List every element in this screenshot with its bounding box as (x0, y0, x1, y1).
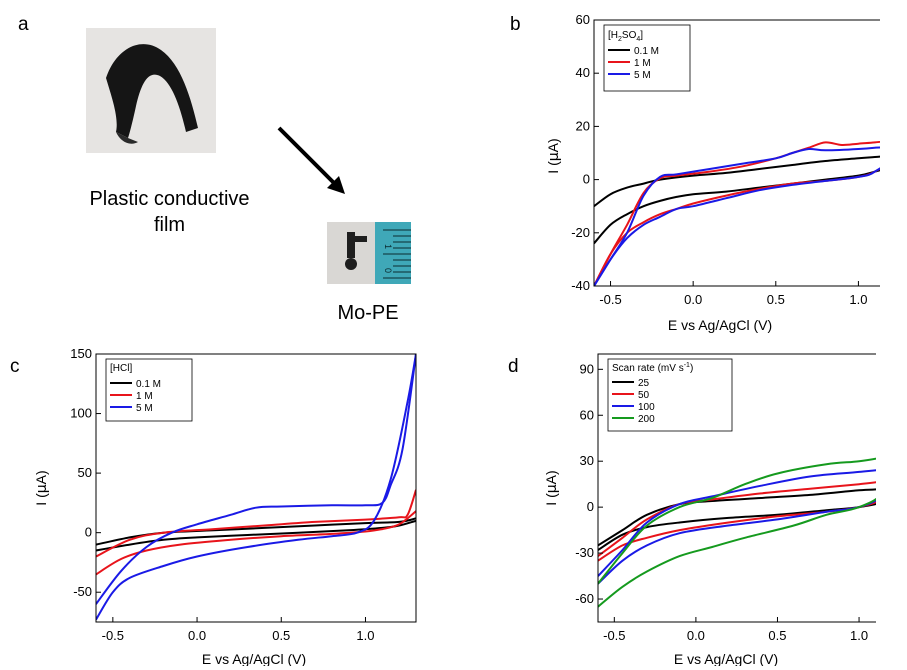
series-line-5-m-forward (594, 167, 880, 286)
chart-d: -0.5 0.0 0.5 1.0 -60 -30 0 30 60 90 E vs Ag/AgCl … (543, 353, 876, 666)
x-tick-label: -0.5 (102, 628, 124, 643)
y-tick-label: -30 (575, 545, 594, 560)
legend-entry: 50 (638, 390, 650, 401)
y-tick-label: 150 (70, 346, 92, 361)
arrow-icon (277, 126, 345, 194)
legend-entry: 25 (638, 378, 650, 389)
series-line-50-reverse (598, 481, 876, 557)
series-line-200-forward (598, 497, 876, 608)
legend-entry: 1 M (136, 391, 153, 402)
y-tick-label: 30 (580, 453, 594, 468)
svg-text:1: 1 (383, 244, 393, 249)
x-tick-label: 0.5 (272, 628, 290, 643)
legend: [HCl] 0.1 M1 M5 M (105, 358, 193, 422)
y-tick-label: 50 (78, 465, 92, 480)
y-tick-label: 90 (580, 361, 594, 376)
chart-c: -0.5 0.0 0.5 1.0 -50 0 50 100 150 E vs Ag/AgCl (… (34, 346, 417, 666)
legend-title: Scan rate (mV s-1) (612, 362, 693, 374)
y-tick-label: -60 (575, 591, 594, 606)
y-tick-label: -20 (571, 225, 590, 240)
series-line-5-m-forward (96, 354, 416, 621)
x-tick-label: 1.0 (850, 628, 868, 643)
panel-letter-d: d (508, 356, 519, 377)
legend-entry: 5 M (634, 70, 651, 81)
y-tick-label: -50 (73, 584, 92, 599)
legend-entry: 0.1 M (634, 46, 659, 57)
x-tick-label: 0.5 (767, 292, 785, 307)
series-line-100-reverse (598, 469, 876, 577)
y-tick-label: 60 (580, 407, 594, 422)
y-axis-label: I (μA) (543, 470, 560, 505)
series-line-5-m-reverse (594, 146, 880, 286)
chart-b: -0.5 0.0 0.5 1.0 -40 -20 0 20 40 60 E vs Ag/AgCl … (545, 12, 880, 333)
panel-letter-a: a (18, 14, 29, 35)
series-line-5-m-reverse (96, 354, 416, 605)
legend-entry: 1 M (634, 58, 651, 69)
legend-title: [HCl] (110, 363, 132, 374)
electrode-caption: Mo-PE (337, 302, 399, 324)
y-tick-label: 20 (576, 118, 590, 133)
series-line-50-forward (598, 501, 876, 562)
x-tick-label: 0.0 (687, 628, 705, 643)
series-line-100-forward (598, 499, 876, 585)
legend-entry: 0.1 M (136, 379, 161, 390)
y-axis-label: I (μA) (34, 470, 50, 505)
y-tick-label: 40 (576, 65, 590, 80)
x-axis-label: E vs Ag/AgCl (V) (202, 651, 306, 666)
y-tick-label: 0 (583, 172, 590, 187)
panel-letter-c: c (10, 356, 20, 377)
film-photo (86, 28, 216, 153)
y-tick-label: 0 (587, 499, 594, 514)
legend-entry: 5 M (136, 403, 153, 414)
film-caption: Plastic conductive film (62, 186, 277, 238)
series-line-25-forward (598, 502, 876, 551)
x-tick-label: -0.5 (599, 292, 621, 307)
series-line-1-m-reverse (96, 489, 416, 558)
x-tick-label: -0.5 (603, 628, 625, 643)
y-axis-label: I (μA) (545, 138, 562, 173)
x-axis-label: E vs Ag/AgCl (V) (674, 651, 778, 666)
x-tick-label: 1.0 (849, 292, 867, 307)
x-tick-label: 0.5 (768, 628, 786, 643)
svg-text:0: 0 (383, 268, 393, 273)
y-tick-label: 100 (70, 406, 92, 421)
x-tick-label: 0.0 (684, 292, 702, 307)
legend-entry: 200 (638, 414, 655, 425)
x-axis-label: E vs Ag/AgCl (V) (668, 317, 772, 333)
x-tick-label: 0.0 (188, 628, 206, 643)
x-tick-label: 1.0 (356, 628, 374, 643)
series-line-200-reverse (598, 457, 876, 585)
y-tick-label: -40 (571, 278, 590, 293)
legend: [H2SO4] 0.1 M1 M5 M (603, 24, 691, 92)
series-line-25-reverse (598, 488, 876, 547)
series-line-0.1-m-reverse (96, 517, 416, 546)
film-caption-line2: film (153, 214, 186, 236)
y-tick-label: 0 (85, 525, 92, 540)
panel-letter-b: b (510, 14, 521, 35)
film-caption-line1: Plastic conductive (89, 188, 250, 210)
legend-title: [H2SO4] (608, 30, 643, 43)
series-line-0.1-m-reverse (594, 155, 880, 208)
y-tick-label: 60 (576, 12, 590, 27)
electrode-photo: 1 0 (327, 222, 411, 284)
legend-entry: 100 (638, 402, 655, 413)
